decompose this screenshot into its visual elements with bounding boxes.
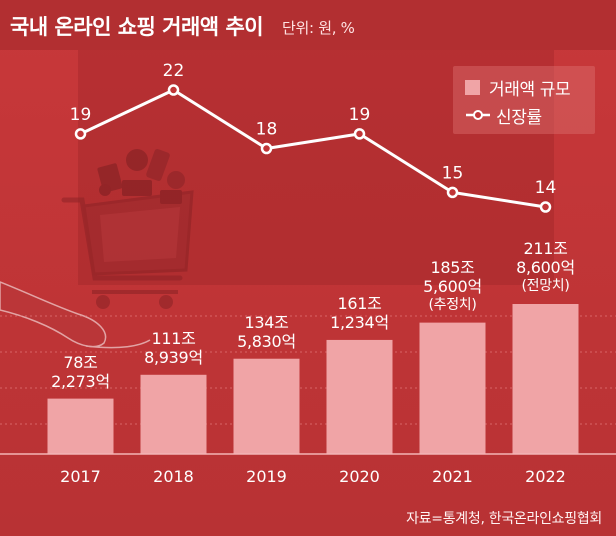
- line-point-2019: [260, 142, 273, 155]
- bar-value-label-2022: 211조 8,600억 (전망치): [516, 239, 575, 296]
- line-value-label-2022: 14: [535, 178, 557, 198]
- source-note: 자료=통계청, 한국온라인쇼핑협회: [406, 511, 602, 527]
- bar-value-label-2021: 185조 5,600억 (추정치): [423, 258, 482, 315]
- bar-value-label-2019: 134조 5,830억: [237, 313, 296, 351]
- growth-line: [79, 88, 546, 209]
- bar-value-label-2020: 161조 1,234억: [330, 294, 389, 332]
- bar-value-line2: 8,600억: [516, 258, 575, 277]
- chart-title: 국내 온라인 쇼핑 거래액 추이: [10, 15, 264, 39]
- bar-2019: [233, 358, 300, 454]
- bar-value-line2: 5,600억: [423, 276, 482, 296]
- unit-note: 단위: 원, %: [282, 19, 355, 37]
- bar-value-label-2018: 111조 8,939억: [144, 329, 203, 367]
- bar-value-line1: 211조: [523, 239, 568, 258]
- x-tick-label-2020: 2020: [339, 467, 380, 486]
- legend-bar-swatch: [465, 79, 480, 95]
- bar-2018: [140, 374, 207, 454]
- bar-value-line1: 161조: [337, 293, 382, 313]
- line-value-label-2019: 18: [256, 120, 278, 140]
- bar-value-line1: 185조: [430, 257, 475, 277]
- bar-2022: [512, 304, 579, 454]
- bar-value-line2: 2,273억: [51, 371, 110, 391]
- line-point-2017: [74, 128, 87, 140]
- line-point-2018: [167, 84, 180, 96]
- shopping-cart-illustration: [0, 149, 194, 349]
- bar-series: [47, 304, 579, 454]
- bar-value-label-2017: 78조 2,273억: [51, 353, 110, 391]
- x-axis: 2017 2018 2019 2020 2021 2022: [0, 453, 616, 486]
- legend-item-bars: 거래액 규모: [465, 76, 571, 100]
- x-tick-label-2017: 2017: [60, 467, 101, 486]
- legend-line-swatch: [466, 110, 490, 120]
- x-tick-label-2019: 2019: [246, 467, 287, 486]
- bar-value-line1: 78조: [63, 352, 98, 372]
- bar-value-line2: 1,234억: [330, 312, 389, 332]
- legend: 거래액 규모 신장률: [453, 66, 595, 134]
- x-tick-label-2021: 2021: [432, 467, 473, 486]
- bar-value-line1: 111조: [151, 328, 196, 348]
- bar-2020: [326, 339, 393, 454]
- bar-value-line2: 5,830억: [237, 331, 296, 351]
- line-value-label-2017: 19: [70, 105, 92, 125]
- bar-value-note: (추정치): [428, 296, 477, 313]
- bar-value-line2: 8,939억: [144, 347, 203, 367]
- bar-value-line1: 134조: [244, 312, 289, 332]
- line-point-2020: [353, 128, 366, 140]
- line-point-2022: [539, 201, 552, 213]
- growth-line-series: 19 22 18 19 15 14: [70, 61, 557, 213]
- bar-value-note: (전망치): [521, 278, 570, 294]
- title-bar: 국내 온라인 쇼핑 거래액 추이 단위: 원, %: [0, 0, 616, 50]
- bar-2021: [419, 322, 486, 454]
- line-point-2021: [446, 186, 459, 199]
- bar-2017: [47, 398, 114, 454]
- line-value-label-2018: 22: [163, 61, 185, 81]
- legend-line-label: 신장률: [496, 107, 542, 128]
- legend-item-line: 신장률: [465, 104, 542, 128]
- line-value-label-2021: 15: [442, 163, 464, 183]
- line-value-label-2020: 19: [349, 105, 371, 125]
- legend-bar-label: 거래액 규모: [489, 79, 571, 100]
- x-tick-label-2022: 2022: [525, 467, 566, 486]
- x-tick-label-2018: 2018: [153, 467, 194, 486]
